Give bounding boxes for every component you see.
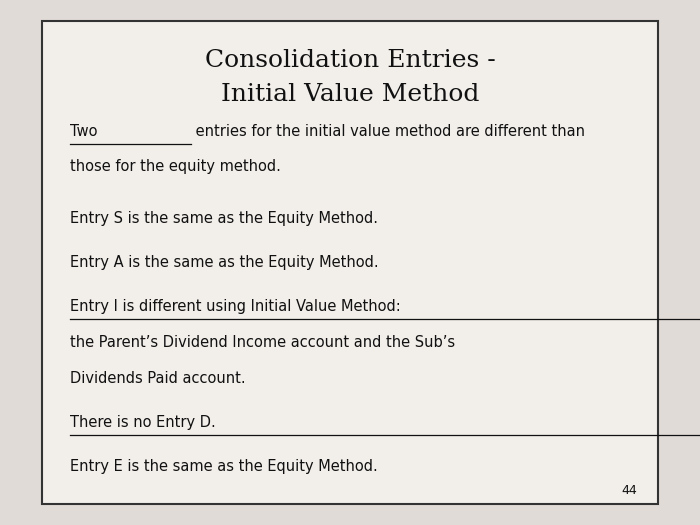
Text: There is no Entry D.: There is no Entry D. bbox=[70, 415, 216, 429]
Text: the Parent’s Dividend Income account and the Sub’s: the Parent’s Dividend Income account and… bbox=[70, 335, 455, 350]
Text: Two: Two bbox=[70, 124, 97, 139]
Text: Dividends Paid account.: Dividends Paid account. bbox=[70, 371, 246, 385]
Text: 44: 44 bbox=[622, 485, 637, 497]
Text: Entry S is the same as the Equity Method.: Entry S is the same as the Equity Method… bbox=[70, 211, 378, 226]
FancyBboxPatch shape bbox=[42, 21, 658, 504]
Text: Entry I is different using Initial Value Method:: Entry I is different using Initial Value… bbox=[70, 299, 400, 314]
Text: Entry A is the same as the Equity Method.: Entry A is the same as the Equity Method… bbox=[70, 255, 379, 270]
Text: entries for the initial value method are different than: entries for the initial value method are… bbox=[191, 124, 585, 139]
Text: Consolidation Entries -: Consolidation Entries - bbox=[204, 49, 496, 72]
Text: Entry E is the same as the Equity Method.: Entry E is the same as the Equity Method… bbox=[70, 459, 378, 474]
Text: those for the equity method.: those for the equity method. bbox=[70, 160, 281, 174]
Text: Initial Value Method: Initial Value Method bbox=[220, 83, 480, 106]
